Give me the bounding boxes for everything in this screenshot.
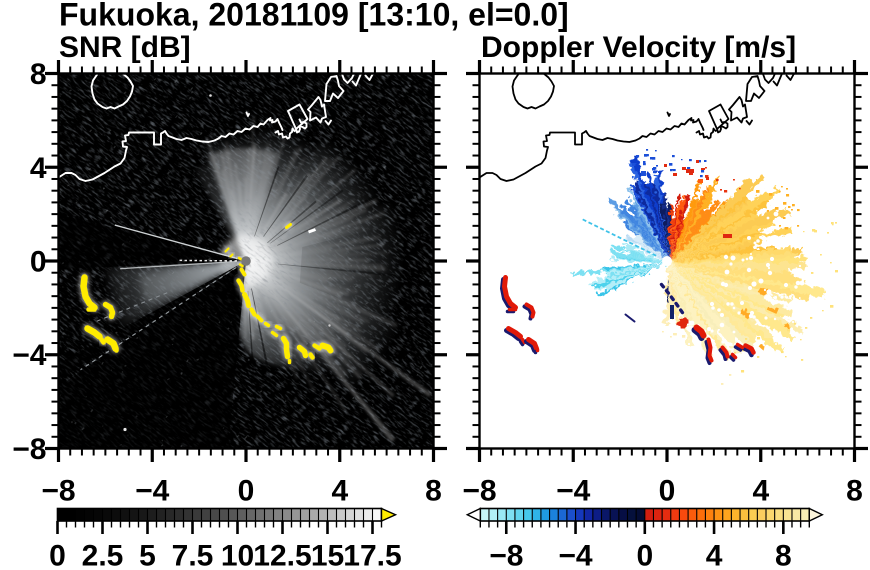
svg-text:0: 0 <box>659 475 676 508</box>
svg-text:Doppler Velocity [m/s]: Doppler Velocity [m/s] <box>481 31 796 64</box>
svg-text:8: 8 <box>775 540 792 570</box>
svg-text:17.5: 17.5 <box>343 540 401 570</box>
svg-text:8: 8 <box>30 58 47 91</box>
svg-text:0: 0 <box>636 540 653 570</box>
svg-text:SNR [dB]: SNR [dB] <box>59 31 191 64</box>
svg-text:8: 8 <box>846 475 863 508</box>
svg-text:4: 4 <box>30 152 47 185</box>
svg-text:2.5: 2.5 <box>82 540 124 570</box>
svg-text:0: 0 <box>238 475 255 508</box>
svg-text:−4: −4 <box>558 540 593 570</box>
svg-text:−4: −4 <box>556 475 591 508</box>
svg-text:0: 0 <box>30 246 47 279</box>
svg-text:−4: −4 <box>12 339 47 372</box>
svg-text:10: 10 <box>221 540 254 570</box>
svg-text:4: 4 <box>706 540 723 570</box>
svg-text:4: 4 <box>752 475 769 508</box>
svg-text:−8: −8 <box>12 433 46 466</box>
svg-text:12.5: 12.5 <box>253 540 311 570</box>
svg-text:15: 15 <box>311 540 344 570</box>
svg-text:−8: −8 <box>489 540 523 570</box>
svg-text:5: 5 <box>139 540 156 570</box>
svg-text:−4: −4 <box>135 475 170 508</box>
svg-text:−8: −8 <box>41 475 75 508</box>
svg-text:Fukuoka, 20181109 [13:10, el=0: Fukuoka, 20181109 [13:10, el=0.0] <box>59 0 569 33</box>
svg-text:−8: −8 <box>462 475 496 508</box>
svg-text:0: 0 <box>49 540 66 570</box>
svg-text:8: 8 <box>425 475 442 508</box>
svg-text:7.5: 7.5 <box>172 540 214 570</box>
svg-text:4: 4 <box>331 475 348 508</box>
